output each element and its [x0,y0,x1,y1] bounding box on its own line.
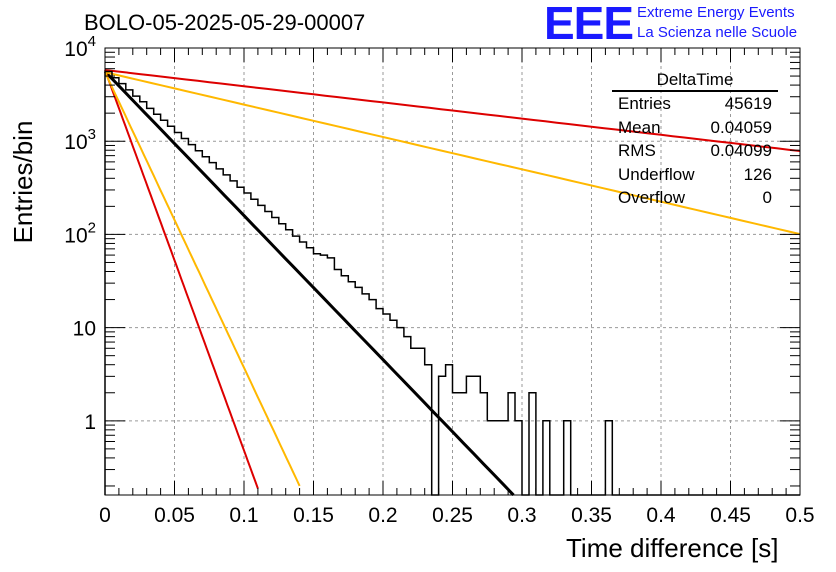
y-axis-label: Entries/bin [8,120,38,244]
x-tick-label: 0.5 [785,504,814,527]
x-axis-ticks: 0 0.05 0.1 0.15 0.2 0.25 0.3 0.35 0.4 0.45 0.5 [99,48,815,527]
fit-curve [103,70,515,497]
stats-box: DeltaTime Entries 45619 Mean 0.04059 RMS… [612,70,778,210]
x-tick-label: 0.25 [432,504,473,527]
stats-row: Overflow 0 [612,186,778,210]
stats-value: 0 [762,188,772,207]
y-tick-label: 10 [73,318,96,341]
x-tick-label: 0.3 [507,504,536,527]
y-axis-ticks: 1 10 102 103 104 [64,33,800,487]
plot-title: BOLO-05-2025-05-29-00007 [84,10,366,35]
stats-row: RMS 0.04099 [612,139,778,163]
x-tick-label: 0.35 [571,504,612,527]
fit-curves [103,69,801,497]
stats-label: Entries [618,94,671,113]
y-tick-label: 104 [64,33,96,61]
chart-grid [105,48,800,495]
stats-label: RMS [618,141,656,160]
y-tick-label: 103 [64,126,96,154]
x-tick-label: 0.1 [229,504,258,527]
histogram [104,70,800,496]
stats-value: 126 [743,164,772,184]
stats-row: Mean 0.04059 [612,116,778,140]
x-tick-label: 0.2 [368,504,397,527]
fit-curve [104,69,801,152]
stats-row: Underflow 126 [612,163,778,187]
x-tick-label: 0.45 [710,504,751,527]
y-tick-label: 1 [84,411,96,434]
stats-value: 0.04059 [710,117,772,137]
stats-label: Mean [618,117,661,137]
fit-curve [104,69,259,489]
x-tick-label: 0.05 [154,504,195,527]
stats-box-title: DeltaTime [612,70,778,92]
histogram-outline [104,70,800,496]
stats-value: 0.04099 [710,141,772,160]
eee-logo-line1: Extreme Energy Events [637,4,795,21]
x-tick-label: 0.4 [646,504,676,527]
x-tick-label: 0.15 [293,504,334,527]
stats-label: Overflow [618,188,686,207]
x-tick-label: 0 [99,504,111,527]
x-axis-label: Time difference [s] [566,533,779,563]
stats-row: Entries 45619 [612,92,778,116]
fit-curve [104,71,801,236]
y-tick-label: 102 [64,219,96,247]
fit-curve [104,71,301,487]
eee-logo-mark: EEE [544,0,634,49]
stats-label: Underflow [618,164,695,184]
stats-value: 45619 [724,94,772,113]
eee-logo-line2: La Scienza nelle Scuole [637,24,798,41]
